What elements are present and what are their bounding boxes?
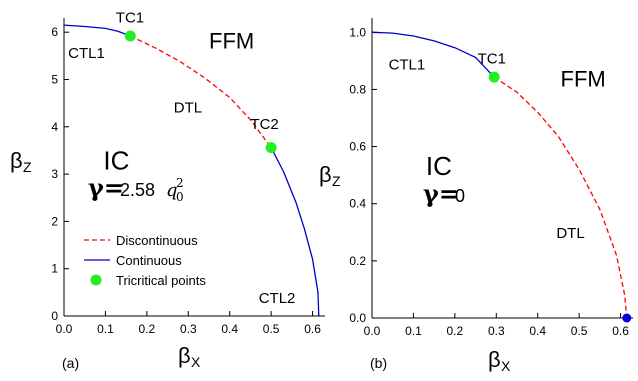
x-tick-label: 0.4 (529, 324, 546, 338)
gamma-subscript: 0 (176, 190, 184, 204)
region-label: CTL2 (259, 290, 296, 307)
x-tick-label: 0.5 (263, 322, 280, 336)
discontinuous-line (493, 76, 628, 319)
region-label: CTL1 (389, 56, 426, 73)
x-tick-label: 0.1 (97, 322, 114, 336)
panel-tag: (a) (62, 355, 79, 371)
x-tick-label: 0.6 (612, 324, 629, 338)
y-tick-label: 0.0 (349, 311, 366, 325)
region-label: DTL (174, 100, 202, 117)
y-axis-label-subscript: Z (23, 159, 32, 175)
x-tick-label: 0.3 (488, 324, 505, 338)
y-axis-label: β (10, 148, 23, 173)
legend-label: Discontinuous (116, 233, 198, 248)
legend-label: Continuous (116, 253, 182, 268)
y-tick-label: 2 (51, 214, 58, 228)
y-tick-label: 0.2 (349, 254, 366, 268)
y-tick-label: 1.0 (349, 25, 366, 39)
y-tick-label: 6 (51, 25, 58, 39)
x-tick-label: 0.1 (405, 324, 422, 338)
region-label: TC2 (250, 116, 278, 133)
gamma-variable: q (166, 180, 178, 201)
y-tick-label: 0.4 (349, 197, 366, 211)
region-label: TC1 (116, 10, 144, 27)
x-tick-label: 0.3 (180, 322, 197, 336)
y-axis-label: β (319, 162, 332, 187)
y-tick-label: 1 (51, 262, 58, 276)
x-tick-label: 0.4 (221, 322, 238, 336)
x-tick-label: 0.2 (139, 322, 156, 336)
x-axis-label-subscript: X (191, 354, 201, 370)
x-tick-label: 0.2 (447, 324, 464, 338)
x-tick-label: 0.0 (56, 322, 73, 336)
region-label: DTL (556, 225, 584, 242)
endpoint-marker (622, 313, 632, 323)
panel-tag: (b) (370, 355, 387, 371)
x-axis-label: β (178, 343, 191, 368)
region-label: FFM (209, 29, 254, 54)
y-tick-label: 3 (51, 167, 58, 181)
y-tick-label: 0 (51, 309, 58, 323)
tricritical-point (488, 71, 500, 83)
gamma-superscript: 2 (176, 176, 184, 190)
legend-label: Tricritical points (116, 273, 206, 288)
region-label: IC (103, 145, 129, 175)
x-tick-label: 0.0 (364, 324, 381, 338)
chart-panel-b: 0.0 0.1 0.2 0.3 0.4 0.5 0.6 0.0 0.2 0.4 0.6 0.8 1.0 β… (319, 18, 633, 374)
x-tick-label: 0.6 (304, 322, 321, 336)
y-tick-label: 5 (51, 72, 58, 86)
x-tick-label: 0.5 (571, 324, 588, 338)
y-axis-label-subscript: Z (332, 173, 341, 189)
gamma-value: 2.58 (120, 180, 155, 200)
gamma-value: 0 (455, 186, 465, 206)
gamma-symbol: γ= (88, 173, 124, 202)
tricritical-point (124, 30, 136, 42)
region-label: IC (426, 151, 452, 181)
x-axis-label-subscript: X (501, 358, 511, 374)
x-axis-label: β (488, 347, 501, 372)
region-label: CTL1 (68, 45, 105, 62)
y-tick-label: 0.6 (349, 140, 366, 154)
y-tick-label: 4 (51, 120, 58, 134)
continuous-line (63, 24, 131, 37)
region-label: FFM (561, 67, 606, 92)
continuous-line (371, 31, 495, 78)
gamma-symbol: γ= (423, 179, 459, 208)
legend-marker (90, 274, 102, 286)
y-tick-label: 0.8 (349, 82, 366, 96)
tricritical-point (265, 142, 277, 154)
continuous-line (270, 147, 320, 317)
discontinuous-line (130, 35, 272, 148)
region-label: TC1 (478, 51, 506, 68)
